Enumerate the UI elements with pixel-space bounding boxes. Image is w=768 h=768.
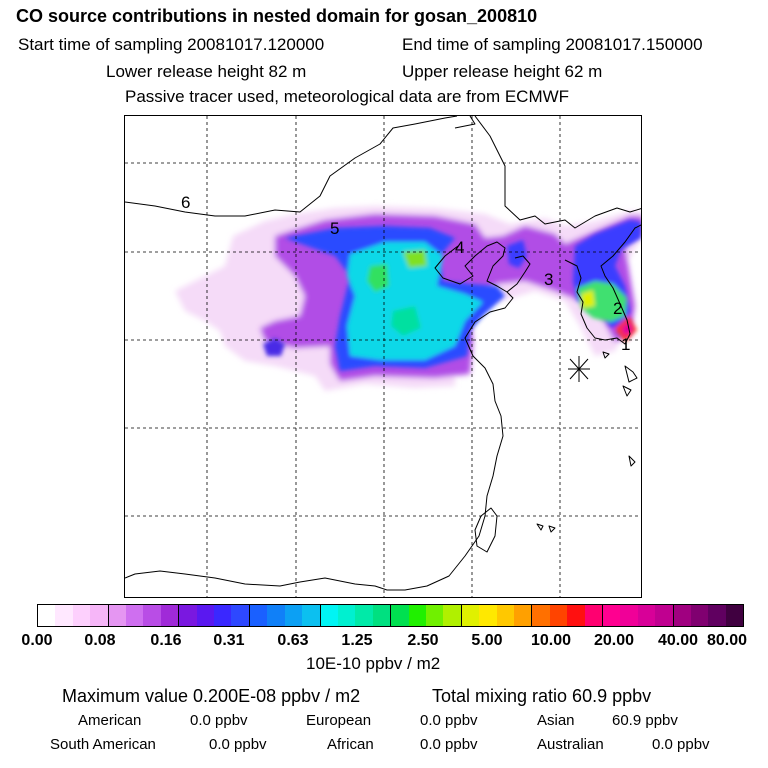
colorbar-segment [567,605,585,626]
start-time: Start time of sampling 20081017.120000 [18,35,325,54]
south-american-label: South American [50,736,156,753]
lat-lon-grid [125,116,641,597]
colorbar-tick-7: 5.00 [471,632,503,649]
colorbar-segment [90,605,109,626]
receptor-star-icon [568,356,590,382]
hotspot-korea-core [581,290,595,308]
plume-green-1 [367,264,389,292]
colorbar-segment [461,605,480,626]
colorbar-segment [55,605,73,626]
plume-green-3 [391,306,421,336]
colorbar-segment [302,605,321,626]
region-label-2: 2 [613,299,622,318]
end-time: End time of sampling 20081017.150000 [402,35,703,54]
colorbar-segment [108,605,127,626]
asian-value: 60.9 ppbv [612,712,678,729]
colorbar-segment [513,605,533,626]
american-value: 0.0 ppbv [190,712,248,729]
colorbar-segment [725,605,744,626]
colorbar-segment [231,605,250,626]
colorbar-segment [603,605,621,626]
colorbar-segment [284,605,303,626]
colorbar-segment [425,605,444,626]
south-american-value: 0.0 ppbv [209,736,267,753]
colorbar-segment [143,605,161,626]
plume-blue-west [263,338,285,356]
colorbar-segment [655,605,674,626]
colorbar-tick-11: 80.00 [706,632,748,649]
map-canvas: 1 2 3 4 5 6 [125,116,641,597]
australian-value: 0.0 ppbv [652,736,710,753]
colorbar-segment [38,605,56,626]
colorbar-segment [160,605,180,626]
colorbar-segment [214,605,232,626]
colorbar-tick-8: 10.00 [530,632,572,649]
colorbar-segment [179,605,197,626]
concentration-field [175,206,641,391]
colorbar-tick-5: 1.25 [341,632,373,649]
region-label-5: 5 [330,219,339,238]
region-label-4: 4 [455,238,464,257]
hotspot-southeast-core [621,322,633,336]
colorbar-unit: 10E-10 ppbv / m2 [306,654,441,673]
colorbar-segment [267,605,285,626]
colorbar-tick-10: 40.00 [657,632,699,649]
colorbar-segment [584,605,603,626]
lower-release-height: Lower release height 82 m [106,62,307,81]
asian-label: Asian [537,712,575,729]
plume-blue-blob [507,240,527,268]
map-frame: 1 2 3 4 5 6 [124,115,642,598]
colorbar-segment [549,605,568,626]
colorbar-segment [637,605,656,626]
colorbar-segment [355,605,373,626]
colorbar [37,604,744,627]
colorbar-segment [196,605,215,626]
region-label-3: 3 [544,270,553,289]
african-label: African [327,736,374,753]
colorbar-segment [620,605,638,626]
colorbar-segment [337,605,356,626]
american-label: American [78,712,142,729]
african-value: 0.0 ppbv [420,736,478,753]
colorbar-segment [408,605,426,626]
max-value: Maximum value 0.200E-08 ppbv / m2 [62,686,361,706]
colorbar-segment [249,605,268,626]
colorbar-segment [320,605,338,626]
colorbar-segment [691,605,709,626]
european-label: European [306,712,372,729]
colorbar-segment [126,605,144,626]
coastlines [125,116,641,591]
european-value: 0.0 ppbv [420,712,478,729]
plume-green-2 [403,250,427,268]
colorbar-segment [708,605,726,626]
australian-label: Australian [537,736,604,753]
colorbar-segment [479,605,497,626]
plot-title: CO source contributions in nested domain… [16,6,538,26]
colorbar-tick-6: 2.50 [407,632,439,649]
colorbar-segment [372,605,392,626]
colorbar-segment [391,605,409,626]
colorbar-segment [496,605,514,626]
colorbar-tick-4: 0.63 [277,632,309,649]
colorbar-tick-0: 0.00 [21,632,53,649]
colorbar-tick-2: 0.16 [150,632,182,649]
tracer-note: Passive tracer used, meteorological data… [125,87,570,106]
colorbar-segment [673,605,692,626]
region-label-1: 1 [621,335,630,354]
upper-release-height: Upper release height 62 m [402,62,603,81]
total-mixing-ratio: Total mixing ratio 60.9 ppbv [432,686,652,706]
colorbar-tick-1: 0.08 [84,632,116,649]
colorbar-segment [443,605,462,626]
colorbar-tick-3: 0.31 [213,632,245,649]
region-label-6: 6 [181,193,190,212]
colorbar-segment [72,605,91,626]
colorbar-segment [532,605,550,626]
colorbar-tick-9: 20.00 [593,632,635,649]
